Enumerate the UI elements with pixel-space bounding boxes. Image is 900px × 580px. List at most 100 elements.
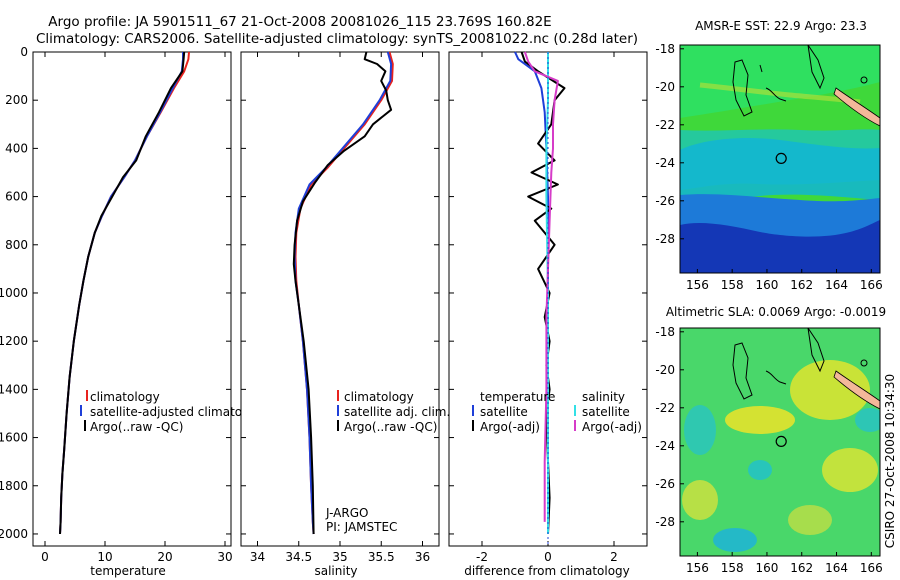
title-line-2: Climatology: CARS2006. Satellite-adjuste… <box>36 31 638 47</box>
legend-swatch-sal-argo <box>574 420 576 431</box>
australia-coast <box>833 370 880 410</box>
temperature-xtick-label: 10 <box>97 550 112 564</box>
sst-yellow-streak <box>699 82 861 105</box>
sla-map-lat-label: -22 <box>655 401 675 415</box>
sla-map-field <box>680 328 880 556</box>
depth-tick-label: 400 <box>5 141 28 155</box>
depth-tick-label: 1000 <box>0 286 28 300</box>
salinity-panel: 34 34.5 35 35.5 36 salinity climatology sate… <box>240 51 450 578</box>
depth-tick-label: 800 <box>5 238 28 252</box>
legend-label-satellite-adj: satellite adj. clim. <box>344 405 450 419</box>
legend-swatch-climatology <box>86 390 88 401</box>
depth-tick-label: 1200 <box>0 334 28 348</box>
legend-swatch-argo <box>337 420 339 431</box>
legend-label-sal-argo: Argo(-adj) <box>582 420 642 434</box>
legend-swatch-satellite-adjusted <box>80 405 82 416</box>
depth-tick-label: 0 <box>20 45 28 59</box>
temperature-xtick-label: 30 <box>217 550 232 564</box>
sst-map-lon-label: 166 <box>860 278 883 292</box>
legend-label-climatology: climatology <box>344 390 414 404</box>
salinity-legend: climatology satellite adj. clim. Argo(..… <box>337 390 450 434</box>
temperature-series-argo-raw-qc <box>59 51 186 535</box>
difference-xtick-label: 2 <box>610 550 618 564</box>
sla-map-lat-label: -24 <box>655 439 675 453</box>
depth-tick-label: 1600 <box>0 431 28 445</box>
sla-high-3 <box>822 448 878 492</box>
difference-xtick-label: 0 <box>544 550 552 564</box>
difference-series-temperature-argo-adj <box>520 51 566 535</box>
sla-high-2 <box>725 406 795 434</box>
legend-swatch-climatology <box>337 390 339 401</box>
sla-low-2 <box>713 528 757 552</box>
legend-label-argo: Argo(..raw -QC) <box>90 420 183 434</box>
legend-swatch-satellite-adj <box>337 405 339 416</box>
sst-map-lat-label: -18 <box>655 42 675 56</box>
difference-panel: -2 0 2 difference from climatology tempera… <box>448 51 648 578</box>
difference-series-salinity-argo-adj <box>523 51 559 522</box>
difference-legend-temperature: temperature satellite Argo(-adj) <box>472 390 555 434</box>
australia-coast <box>833 87 880 127</box>
sst-coldest-band <box>680 220 880 273</box>
depth-tick-label: 1400 <box>0 382 28 396</box>
sla-map-panel: Altimetric SLA: 0.0069 Argo: -0.0019 156… <box>655 305 886 575</box>
depth-tick-label: 600 <box>5 190 28 204</box>
difference-xtick-label: -2 <box>476 550 488 564</box>
legend-swatch-temp-satellite <box>472 405 474 416</box>
loyalty-islands <box>765 370 787 385</box>
temperature-xtick-label: 20 <box>157 550 172 564</box>
difference-series-salinity-satellite <box>545 52 549 534</box>
float-pi-label: PI: JAMSTEC <box>326 520 397 534</box>
depth-tick-label: 1800 <box>0 479 28 493</box>
new-caledonia-outline <box>732 342 753 400</box>
island-ring <box>860 76 868 84</box>
sst-map-lat-label: -28 <box>655 232 675 246</box>
sst-map-lat-label: -20 <box>655 80 675 94</box>
sla-map-lat-label: -18 <box>655 325 675 339</box>
sla-low-1 <box>684 405 716 455</box>
island-mark <box>759 64 763 73</box>
sst-map-frame <box>679 44 881 274</box>
salinity-xtick-label: 34.5 <box>285 550 312 564</box>
temperature-xlabel: temperature <box>90 564 165 578</box>
legend-swatch-sal-satellite <box>574 405 576 416</box>
new-caledonia-outline <box>732 59 753 117</box>
sst-map-lon-label: 158 <box>721 278 744 292</box>
salinity-series-argo-raw-qc <box>292 51 393 535</box>
sla-low-3 <box>748 460 772 480</box>
salinity-xtick-label: 35.5 <box>368 550 395 564</box>
sla-map-lon-label: 166 <box>860 561 883 575</box>
sla-map-lat-label: -28 <box>655 515 675 529</box>
temperature-axes <box>32 51 232 547</box>
sla-map-lon-label: 162 <box>790 561 813 575</box>
sst-map-title: AMSR-E SST: 22.9 Argo: 23.3 <box>695 19 867 33</box>
legend-title-temperature: temperature <box>480 390 555 404</box>
island-ring <box>860 359 868 367</box>
sla-high-1 <box>790 360 870 420</box>
salinity-xtick-label: 35 <box>332 550 347 564</box>
sst-map-lat-label: -26 <box>655 194 675 208</box>
temperature-panel: 0 10 20 30 0 200 400 600 800 1000 1200 1400 1600 1800… <box>0 45 268 578</box>
sla-map-frame <box>679 327 881 557</box>
legend-label-satellite-adjusted: satellite-adjusted climatology <box>90 405 268 419</box>
sla-map-lon-label: 158 <box>721 561 744 575</box>
sst-map-lon-label: 162 <box>790 278 813 292</box>
sla-map-title: Altimetric SLA: 0.0069 Argo: -0.0019 <box>666 305 886 319</box>
sst-cool-band <box>680 138 880 200</box>
legend-label-temp-argo: Argo(-adj) <box>480 420 540 434</box>
depth-tick-label: 200 <box>5 93 28 107</box>
legend-label-temp-satellite: satellite <box>480 405 528 419</box>
sla-high-5 <box>788 505 832 535</box>
sst-map-panel: AMSR-E SST: 22.9 Argo: 23.3 156 158 160 162… <box>655 19 882 292</box>
side-timestamp-label: CSIRO 27-Oct-2008 10:34:30 <box>883 374 897 548</box>
float-program-label: J-ARGO <box>325 506 368 520</box>
legend-title-salinity: salinity <box>582 390 625 404</box>
sla-high-4 <box>682 480 718 520</box>
legend-label-climatology: climatology <box>90 390 160 404</box>
title-line-1: Argo profile: JA 5901511_67 21-Oct-2008 … <box>48 14 551 30</box>
legend-swatch-argo <box>84 420 86 431</box>
sla-map-lat-label: -26 <box>655 477 675 491</box>
vanuatu-outline <box>807 45 825 90</box>
sla-low-4 <box>855 408 880 432</box>
argo-location-marker <box>775 435 787 447</box>
